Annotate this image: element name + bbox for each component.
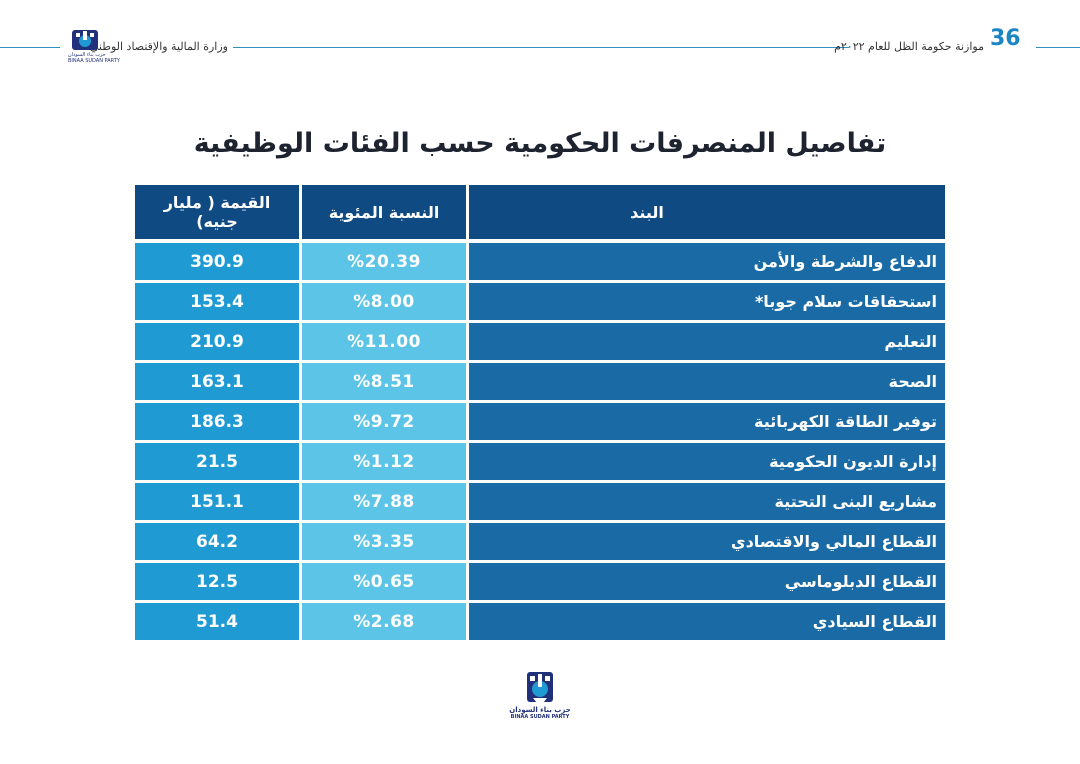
table-row: 12.5 %0.65 القطاع الدبلوماسي <box>135 563 945 600</box>
row-item: القطاع الدبلوماسي <box>469 563 945 600</box>
row-percent: %7.88 <box>302 483 466 520</box>
row-item: القطاع المالي والاقتصادي <box>469 523 945 560</box>
header-rule-left <box>0 47 60 48</box>
row-value: 153.4 <box>135 283 299 320</box>
row-value: 64.2 <box>135 523 299 560</box>
row-percent-text: %11.00 <box>347 331 421 352</box>
party-logo-icon <box>72 30 98 50</box>
row-percent: %1.12 <box>302 443 466 480</box>
logo-small-sub: BINAA SUDAN PARTY <box>68 58 120 64</box>
row-value: 51.4 <box>135 603 299 640</box>
row-value: 390.9 <box>135 243 299 280</box>
row-item: مشاريع البنى التحتية <box>469 483 945 520</box>
table-row: 51.4 %2.68 القطاع السيادي <box>135 603 945 640</box>
budget-caption: موازنة حكومة الظل للعام ٢٠٢٢م <box>834 40 984 53</box>
row-percent: %8.00 <box>302 283 466 320</box>
row-value: 186.3 <box>135 403 299 440</box>
row-percent-text: %8.51 <box>353 371 415 392</box>
row-value: 12.5 <box>135 563 299 600</box>
table-header-row: القيمة ( مليار جنيه) النسبة المئوية البن… <box>135 185 945 239</box>
logo-footer-sub: BINAA SUDAN PARTY <box>510 714 570 720</box>
header-rule-middle <box>233 47 849 48</box>
row-percent: %11.00 <box>302 323 466 360</box>
party-logo-footer-icon <box>527 672 553 703</box>
row-percent: %8.51 <box>302 363 466 400</box>
table-row: 64.2 %3.35 القطاع المالي والاقتصادي <box>135 523 945 560</box>
row-value: 21.5 <box>135 443 299 480</box>
logo-small-text: حزب بناء السودان <box>68 52 106 58</box>
ministry-caption: وزارة المالية والإقتصاد الوطني <box>89 40 228 53</box>
row-percent: %3.35 <box>302 523 466 560</box>
row-item: القطاع السيادي <box>469 603 945 640</box>
row-percent-text: %3.35 <box>353 531 415 552</box>
row-item: إدارة الديون الحكومية <box>469 443 945 480</box>
row-percent: %0.65 <box>302 563 466 600</box>
table-row: 151.1 %7.88 مشاريع البنى التحتية <box>135 483 945 520</box>
party-logo-footer: حزب بناء السودان BINAA SUDAN PARTY <box>507 670 573 726</box>
row-value: 210.9 <box>135 323 299 360</box>
column-header-value: القيمة ( مليار جنيه) <box>135 185 299 239</box>
row-percent-text: %7.88 <box>353 491 415 512</box>
column-header-percent: النسبة المئوية <box>302 185 466 239</box>
row-percent: %2.68 <box>302 603 466 640</box>
row-value: 163.1 <box>135 363 299 400</box>
table-row: 21.5 %1.12 إدارة الديون الحكومية <box>135 443 945 480</box>
row-item: الصحة <box>469 363 945 400</box>
row-item: التعليم <box>469 323 945 360</box>
logo-footer-text: حزب بناء السودان <box>509 706 571 714</box>
table-row: 210.9 %11.00 التعليم <box>135 323 945 360</box>
row-item: استحقاقات سلام جوبا* <box>469 283 945 320</box>
row-percent-text: %0.65 <box>353 571 415 592</box>
column-header-item: البند <box>469 185 945 239</box>
row-percent-text: %9.72 <box>353 411 415 432</box>
table-row: 153.4 %8.00 استحقاقات سلام جوبا* <box>135 283 945 320</box>
row-percent-text: %8.00 <box>353 291 415 312</box>
header-rule-right <box>1036 47 1080 48</box>
row-percent: %20.39 <box>302 243 466 280</box>
row-item: توفير الطاقة الكهربائية <box>469 403 945 440</box>
expenditure-table: القيمة ( مليار جنيه) النسبة المئوية البن… <box>135 185 945 643</box>
party-logo-small: حزب بناء السودان BINAA SUDAN PARTY <box>68 28 120 64</box>
row-item: الدفاع والشرطة والأمن <box>469 243 945 280</box>
table-row: 186.3 %9.72 توفير الطاقة الكهربائية <box>135 403 945 440</box>
page-title: تفاصيل المنصرفات الحكومية حسب الفئات الو… <box>193 128 887 159</box>
row-percent: %9.72 <box>302 403 466 440</box>
table-row: 163.1 %8.51 الصحة <box>135 363 945 400</box>
row-percent-text: %1.12 <box>353 451 415 472</box>
row-percent-text: %2.68 <box>353 611 415 632</box>
row-value: 151.1 <box>135 483 299 520</box>
table-row: 390.9 %20.39 الدفاع والشرطة والأمن <box>135 243 945 280</box>
page-number: 36 <box>990 26 1021 51</box>
row-percent-text: %20.39 <box>347 251 421 272</box>
